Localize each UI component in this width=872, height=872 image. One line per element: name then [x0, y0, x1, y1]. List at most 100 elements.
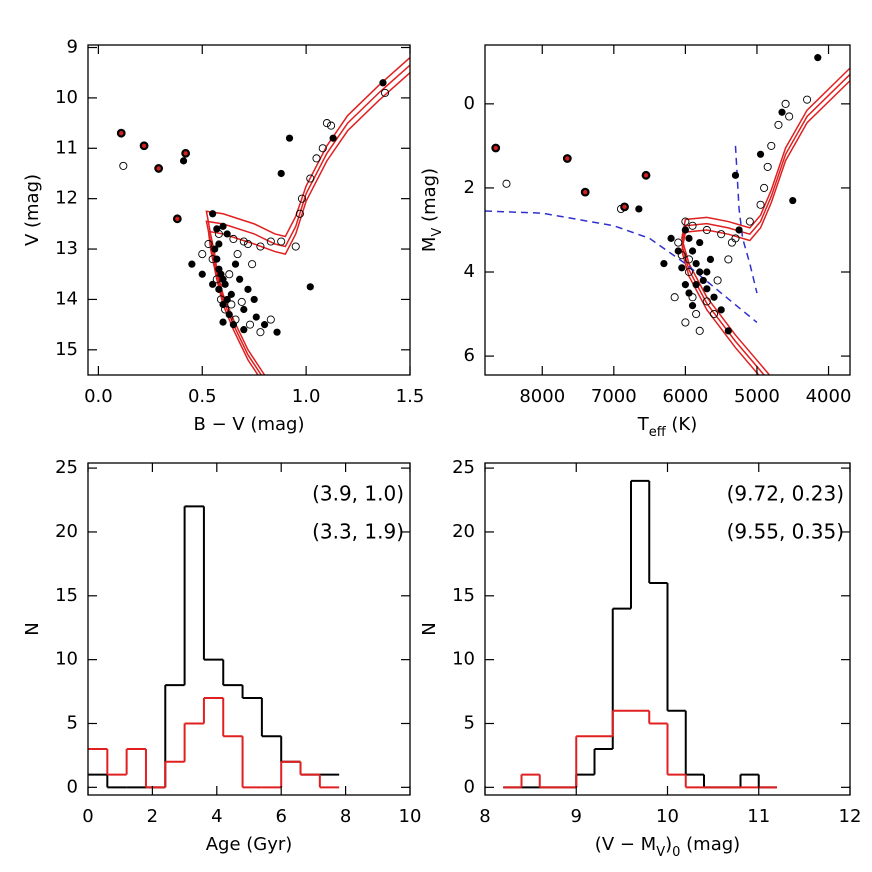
filled-point [814, 54, 822, 62]
open-point [256, 242, 265, 251]
axis-label: N [419, 622, 440, 635]
axis-label: N [22, 622, 43, 635]
x-tick-label: 9 [571, 806, 582, 827]
model-curve [681, 80, 850, 375]
open-point [785, 112, 794, 121]
highlight-point [620, 202, 629, 212]
x-tick-label: 10 [656, 806, 679, 827]
highlight-point [88, 96, 89, 100]
x-tick-label: 6000 [662, 386, 708, 407]
axis-label-part: B − V (mag) [194, 414, 305, 435]
open-point [248, 260, 257, 269]
annotation: (3.3, 1.9) [312, 520, 404, 544]
open-point [702, 297, 711, 306]
filled-point [717, 306, 725, 314]
open-point [688, 293, 697, 302]
filled-point [699, 276, 707, 285]
axis-label-subscript: V [430, 228, 445, 237]
y-tick-label: 13 [55, 238, 78, 259]
axis-label-part: V (mag) [22, 174, 43, 246]
filled-point [273, 328, 281, 336]
open-point [695, 326, 704, 335]
x-tick-label: 1.5 [396, 386, 425, 407]
open-point [291, 242, 300, 251]
open-point [277, 237, 286, 246]
filled-point [240, 326, 248, 334]
highlight-point [181, 148, 191, 158]
filled-point [674, 247, 682, 255]
highlight-point [562, 154, 572, 163]
filled-point [277, 169, 285, 178]
open-point [119, 161, 128, 170]
x-tick-label: 5000 [734, 386, 780, 407]
axis-label: B − V (mag) [194, 414, 305, 435]
filled-point [285, 134, 294, 142]
filled-point [678, 264, 686, 272]
axis-label: (V − MV)0 (mag) [595, 834, 740, 860]
x-tick-label: 6 [275, 806, 286, 827]
filled-point [236, 275, 244, 283]
filled-point [710, 293, 718, 301]
axis-label-part: ) [665, 834, 672, 855]
filled-point [240, 305, 248, 314]
axis-label-part: (V − M [595, 834, 656, 855]
open-point [688, 221, 697, 230]
open-point [674, 238, 683, 247]
filled-point [250, 295, 258, 304]
x-tick-label: 10 [399, 806, 422, 827]
y-tick-label: 0 [67, 776, 78, 797]
axis-label-part: (mag) [419, 168, 440, 228]
plot-frame [87, 462, 411, 796]
open-point [756, 200, 765, 209]
highlight-point [491, 143, 501, 153]
open-point [727, 238, 736, 247]
highlight-point [139, 141, 149, 151]
open-point [681, 217, 690, 226]
annotation: (9.72, 0.23) [727, 482, 844, 506]
filled-point [219, 318, 227, 326]
filled-point [211, 245, 219, 253]
model-curve [681, 73, 850, 375]
filled-point [688, 247, 697, 255]
filled-point [213, 255, 221, 263]
filled-point [660, 259, 668, 268]
filled-point [696, 268, 704, 276]
open-point [245, 320, 255, 329]
open-point [803, 95, 812, 104]
x-tick-label: 12 [839, 806, 862, 827]
annotation: (3.9, 1.0) [312, 482, 404, 506]
model-curve [205, 57, 410, 375]
open-point [318, 144, 327, 153]
open-point [774, 120, 783, 129]
x-tick-label: 8 [340, 806, 351, 827]
annotation: (9.55, 0.35) [727, 520, 844, 544]
y-tick-label: 12 [55, 188, 78, 209]
filled-point [209, 280, 217, 288]
open-point [306, 174, 315, 183]
x-tick-label: 4 [211, 806, 222, 827]
highlight-point [641, 170, 651, 180]
open-point [692, 309, 701, 319]
axis-label-subscript: 0 [672, 845, 680, 860]
open-point [781, 99, 790, 108]
y-tick-label: 20 [452, 521, 475, 542]
y-tick-label: 11 [55, 137, 78, 158]
filled-point [735, 226, 743, 234]
axis-label-part: (K) [666, 414, 698, 435]
filled-point [198, 270, 206, 278]
filled-point [219, 300, 227, 309]
open-point [239, 237, 248, 246]
y-tick-label: 5 [67, 712, 78, 733]
y-tick-label: 14 [55, 288, 78, 309]
plot-frame [87, 44, 411, 376]
axis-label-part: N [419, 622, 440, 635]
axis-label-part: T [637, 414, 650, 435]
filled-point [223, 295, 231, 304]
filled-point [778, 108, 786, 116]
axis-label: Age (Gyr) [206, 834, 293, 855]
open-point [702, 225, 711, 235]
y-tick-label: 10 [452, 649, 475, 670]
open-point [709, 309, 719, 319]
filled-point [329, 134, 337, 142]
